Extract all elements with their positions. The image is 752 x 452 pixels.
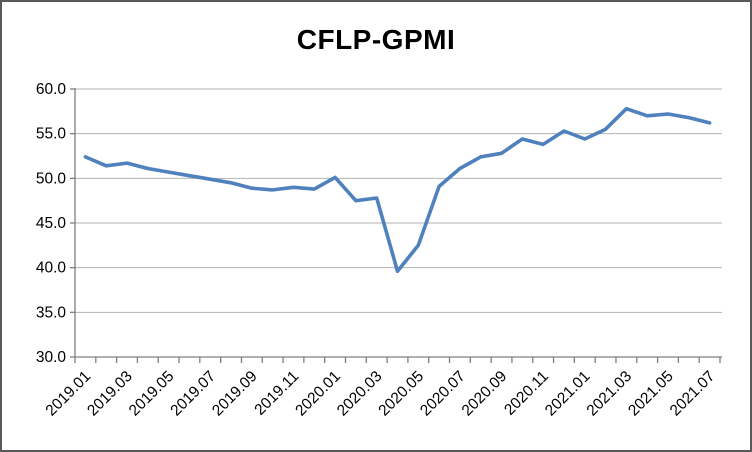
x-axis-tick-label: 2019.05: [126, 368, 178, 420]
x-axis-tick-label: 2021.05: [625, 368, 677, 420]
x-axis-tick-label: 2019.09: [209, 368, 261, 420]
y-axis-tick-label: 35.0: [36, 304, 67, 321]
y-axis-tick-label: 45.0: [36, 215, 67, 232]
y-axis-tick-label: 55.0: [36, 126, 67, 143]
y-axis-tick-label: 30.0: [36, 349, 67, 366]
y-axis-tick-label: 60.0: [36, 81, 67, 98]
x-axis-tick-label: 2020.01: [292, 368, 344, 420]
pmi-series-line: [83, 106, 712, 274]
x-axis-tick-label: 2020.05: [375, 368, 427, 420]
x-axis-tick-label: 2019.01: [43, 368, 95, 420]
x-axis-tick-label: 2021.07: [667, 368, 719, 420]
y-axis-tick-label: 40.0: [36, 260, 67, 277]
x-axis-tick-label: 2019.03: [84, 368, 136, 420]
x-axis-tick-label: 2020.03: [334, 368, 386, 420]
x-axis-tick-label: 2020.07: [417, 368, 469, 420]
x-axis-tick-label: 2021.03: [584, 368, 636, 420]
y-axis-tick-label: 50.0: [36, 170, 67, 187]
x-axis-tick-label: 2020.09: [459, 368, 511, 420]
x-axis-tick-label: 2021.01: [542, 368, 594, 420]
x-axis-tick-label: 2019.07: [167, 368, 219, 420]
chart-title: CFLP-GPMI: [296, 24, 456, 55]
